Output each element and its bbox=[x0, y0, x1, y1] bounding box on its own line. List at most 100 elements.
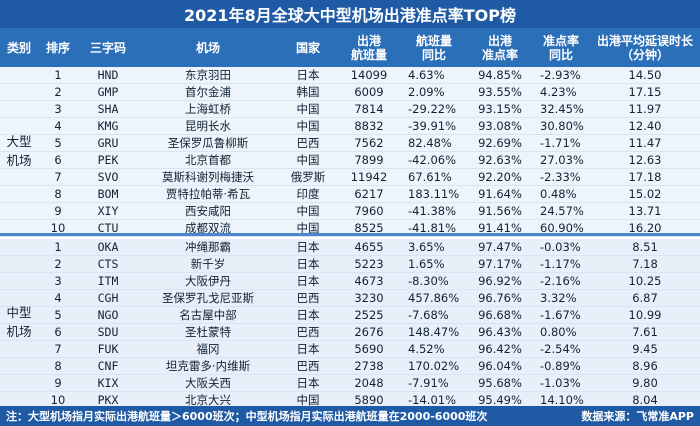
ontime-yoy-cell: 0.80% bbox=[532, 323, 590, 341]
ontime-yoy-cell: 24.57% bbox=[532, 202, 590, 220]
airport-cell: 名古屋中部 bbox=[138, 306, 278, 324]
flights-yoy-cell: -8.30% bbox=[400, 272, 468, 290]
large-airports-group: 1 HND 东京羽田 日本 14099 4.63% 94.85% -2.93% 14.50 2 GM… bbox=[0, 67, 700, 237]
code-cell: BOM bbox=[78, 185, 138, 203]
category-cell bbox=[0, 357, 38, 375]
flights-yoy-cell: 457.86% bbox=[400, 289, 468, 307]
country-cell: 韩国 bbox=[278, 83, 338, 101]
rank-cell: 3 bbox=[38, 272, 78, 290]
delay-cell: 11.47 bbox=[590, 134, 700, 152]
table-row: 2 CTS 新千岁 日本 5223 1.65% 97.17% -1.17% 7.18 bbox=[0, 255, 700, 273]
country-cell: 日本 bbox=[278, 272, 338, 290]
airport-cell: 西安咸阳 bbox=[138, 202, 278, 220]
airport-cell: 上海虹桥 bbox=[138, 100, 278, 118]
delay-cell: 14.50 bbox=[590, 67, 700, 84]
code-cell: GMP bbox=[78, 83, 138, 101]
ontime-cell: 91.64% bbox=[468, 185, 532, 203]
country-cell: 巴西 bbox=[278, 323, 338, 341]
delay-cell: 8.51 bbox=[590, 239, 700, 256]
ontime-yoy-cell: 14.10% bbox=[532, 391, 590, 409]
delay-cell: 12.63 bbox=[590, 151, 700, 169]
code-cell: NGO bbox=[78, 306, 138, 324]
rank-cell: 10 bbox=[38, 219, 78, 237]
airport-cell: 北京首都 bbox=[138, 151, 278, 169]
table-row: 10 CTU 成都双流 中国 8525 -41.81% 91.41% 60.90% 16.20 bbox=[0, 219, 700, 237]
table-header: 类别 排序 三字码 机场 国家 出港 航班量 航班量 同比 出港 准点率 准点率 同比 … bbox=[0, 28, 700, 67]
header-avg-delay: 出港平均延误时长 （分钟） bbox=[596, 33, 693, 62]
table-row: 8 BOM 贾特拉帕蒂·希瓦 印度 6217 183.11% 91.64% 0.48% 15.0… bbox=[0, 185, 700, 203]
ontime-yoy-cell: -2.93% bbox=[532, 67, 590, 84]
delay-cell: 15.02 bbox=[590, 185, 700, 203]
flights-yoy-cell: 4.63% bbox=[400, 67, 468, 84]
rank-cell: 7 bbox=[38, 168, 78, 186]
ontime-yoy-cell: -1.71% bbox=[532, 134, 590, 152]
flights-cell: 6009 bbox=[338, 83, 400, 101]
rank-cell: 5 bbox=[38, 134, 78, 152]
code-cell: ITM bbox=[78, 272, 138, 290]
rank-cell: 2 bbox=[38, 83, 78, 101]
category-cell bbox=[0, 134, 38, 152]
country-cell: 中国 bbox=[278, 202, 338, 220]
delay-cell: 9.45 bbox=[590, 340, 700, 358]
flights-yoy-cell: 82.48% bbox=[400, 134, 468, 152]
code-cell: SVO bbox=[78, 168, 138, 186]
airport-cell: 东京羽田 bbox=[138, 67, 278, 84]
code-cell: PKX bbox=[78, 391, 138, 409]
flights-yoy-cell: 148.47% bbox=[400, 323, 468, 341]
delay-cell: 8.96 bbox=[590, 357, 700, 375]
code-cell: KIX bbox=[78, 374, 138, 392]
airport-cell: 福冈 bbox=[138, 340, 278, 358]
rank-cell: 8 bbox=[38, 185, 78, 203]
table-row: 2 GMP 首尔金浦 韩国 6009 2.09% 93.55% 4.23% 17.15 bbox=[0, 83, 700, 101]
flights-cell: 5223 bbox=[338, 255, 400, 273]
flights-yoy-cell: 183.11% bbox=[400, 185, 468, 203]
airport-cell: 坦克雷多·内维斯 bbox=[138, 357, 278, 375]
rank-cell: 2 bbox=[38, 255, 78, 273]
table-row: 8 CNF 坦克雷多·内维斯 巴西 2738 170.02% 96.04% -0.89% 8.9… bbox=[0, 357, 700, 375]
delay-cell: 11.97 bbox=[590, 100, 700, 118]
code-cell: SHA bbox=[78, 100, 138, 118]
category-medium-label: 中型 机场 bbox=[6, 305, 32, 339]
medium-airports-group: 1 OKA 冲绳那霸 日本 4655 3.65% 97.47% -0.03% 8.51 2 CTS 新… bbox=[0, 237, 700, 409]
rank-cell: 1 bbox=[38, 239, 78, 256]
flights-cell: 2738 bbox=[338, 357, 400, 375]
header-flights-yoy: 航班量 同比 bbox=[415, 33, 452, 62]
ontime-cell: 92.69% bbox=[468, 134, 532, 152]
country-cell: 日本 bbox=[278, 340, 338, 358]
rank-cell: 1 bbox=[38, 67, 78, 84]
category-cell bbox=[0, 67, 38, 84]
country-cell: 中国 bbox=[278, 100, 338, 118]
code-cell: CTS bbox=[78, 255, 138, 273]
ontime-yoy-cell: -0.89% bbox=[532, 357, 590, 375]
rank-cell: 7 bbox=[38, 340, 78, 358]
ontime-yoy-cell: 3.32% bbox=[532, 289, 590, 307]
airport-cell: 冲绳那霸 bbox=[138, 239, 278, 256]
footer-note: 注：大型机场指月实际出港航班量＞6000班次；中型机场指月实际出港航班量在200… bbox=[6, 410, 488, 423]
flights-cell: 8832 bbox=[338, 117, 400, 135]
delay-cell: 10.99 bbox=[590, 306, 700, 324]
ontime-yoy-cell: -1.03% bbox=[532, 374, 590, 392]
flights-yoy-cell: -7.91% bbox=[400, 374, 468, 392]
delay-cell: 8.04 bbox=[590, 391, 700, 409]
table-row: 1 HND 东京羽田 日本 14099 4.63% 94.85% -2.93% 14.50 bbox=[0, 67, 700, 84]
country-cell: 日本 bbox=[278, 255, 338, 273]
delay-cell: 6.87 bbox=[590, 289, 700, 307]
rank-cell: 9 bbox=[38, 202, 78, 220]
delay-cell: 13.71 bbox=[590, 202, 700, 220]
flights-cell: 7814 bbox=[338, 100, 400, 118]
flights-yoy-cell: -41.38% bbox=[400, 202, 468, 220]
flights-cell: 7562 bbox=[338, 134, 400, 152]
table-row: 7 FUK 福冈 日本 5690 4.52% 96.42% -2.54% 9.45 bbox=[0, 340, 700, 358]
footer-source: 数据来源：飞常准APP bbox=[581, 410, 694, 423]
rank-cell: 4 bbox=[38, 117, 78, 135]
flights-yoy-cell: -41.81% bbox=[400, 219, 468, 237]
flights-yoy-cell: 4.52% bbox=[400, 340, 468, 358]
table-row: 4 KMG 昆明长水 中国 8832 -39.91% 93.08% 30.80% 12.40 bbox=[0, 117, 700, 135]
ontime-cell: 92.20% bbox=[468, 168, 532, 186]
country-cell: 日本 bbox=[278, 67, 338, 84]
airport-cell: 大阪伊丹 bbox=[138, 272, 278, 290]
ontime-yoy-cell: 32.45% bbox=[532, 100, 590, 118]
flights-yoy-cell: -42.06% bbox=[400, 151, 468, 169]
code-cell: HND bbox=[78, 67, 138, 84]
